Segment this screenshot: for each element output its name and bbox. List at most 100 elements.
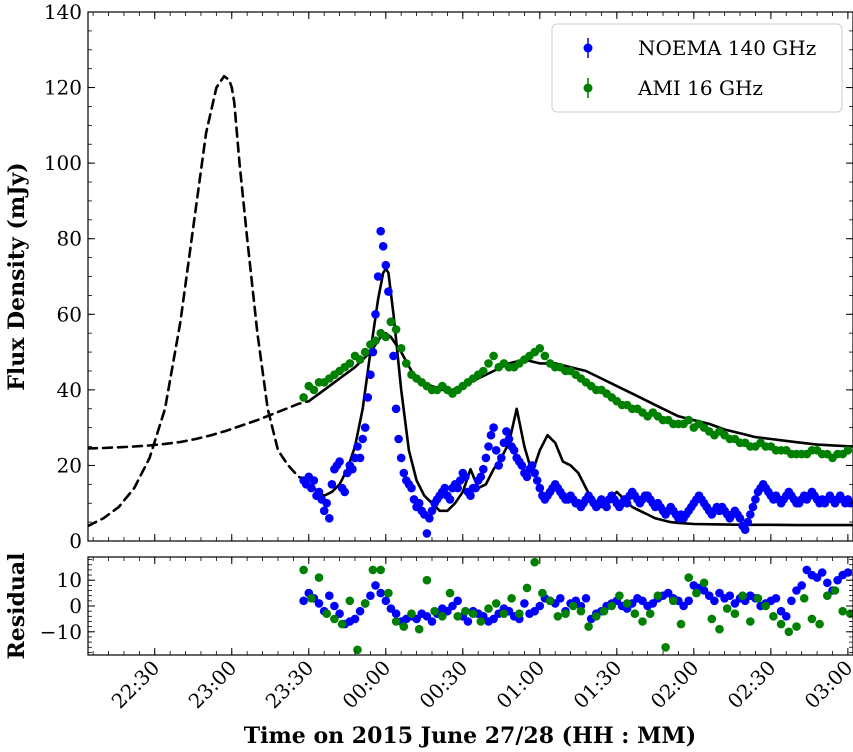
ami-point bbox=[414, 624, 424, 634]
noema-point bbox=[355, 453, 365, 463]
noema-point bbox=[497, 453, 506, 463]
legend-noema-label: NOEMA 140 GHz bbox=[638, 36, 816, 60]
noema-point bbox=[384, 287, 393, 296]
noema-point bbox=[445, 495, 455, 504]
noema-point bbox=[602, 502, 611, 512]
ami-point bbox=[799, 594, 809, 603]
model-curve bbox=[307, 267, 853, 527]
residual-series-layer bbox=[299, 557, 853, 655]
noema-point bbox=[427, 617, 437, 626]
noema-point bbox=[335, 457, 344, 466]
noema-point bbox=[371, 310, 380, 319]
main-series-layer bbox=[88, 74, 853, 538]
ami-point bbox=[630, 609, 640, 618]
ami-point bbox=[692, 588, 701, 598]
residual-y-axis-label: Residual bbox=[4, 552, 30, 659]
noema-point bbox=[494, 461, 504, 470]
noema-point bbox=[360, 423, 370, 432]
noema-point bbox=[535, 601, 545, 611]
ami-point bbox=[684, 415, 693, 425]
y-tick-label: 40 bbox=[57, 378, 82, 402]
main-y-axis: 0 20 40 60 80 100 120 140 bbox=[44, 0, 853, 553]
ami-point bbox=[553, 612, 563, 621]
noema-point bbox=[322, 498, 332, 508]
noema-point bbox=[348, 464, 357, 474]
noema-point bbox=[399, 468, 409, 478]
x-tick-label: 23:30 bbox=[261, 656, 319, 714]
noema-point bbox=[751, 495, 760, 504]
noema-point bbox=[466, 491, 475, 501]
ami-point bbox=[769, 612, 778, 621]
ami-point bbox=[337, 619, 347, 629]
y-tick-label: 20 bbox=[57, 453, 82, 477]
noema-point bbox=[358, 434, 368, 444]
ami-point bbox=[653, 591, 663, 600]
legend: NOEMA 140 GHz AMI 16 GHz bbox=[551, 23, 843, 113]
ami-point bbox=[622, 599, 632, 608]
ami-point bbox=[399, 622, 409, 631]
ami-point bbox=[761, 601, 770, 611]
ami-point bbox=[368, 565, 378, 575]
noema-point bbox=[340, 487, 350, 497]
noema-point bbox=[517, 461, 527, 470]
ami-point bbox=[730, 609, 740, 618]
noema-point bbox=[527, 461, 537, 470]
noema-point bbox=[299, 596, 308, 606]
ami-point bbox=[776, 619, 786, 629]
noema-point bbox=[319, 506, 329, 516]
ami-point bbox=[445, 588, 455, 598]
noema-point bbox=[556, 594, 565, 603]
x-tick-label: 01:30 bbox=[569, 656, 627, 714]
noema-point bbox=[366, 591, 375, 600]
ami-point bbox=[461, 606, 470, 616]
y-tick-label: 60 bbox=[57, 302, 82, 326]
ami-point bbox=[576, 606, 586, 616]
legend-ami-marker bbox=[583, 83, 593, 93]
ami-point bbox=[299, 565, 308, 575]
noema-point bbox=[453, 596, 463, 606]
ami-point bbox=[807, 614, 817, 624]
ami-point bbox=[422, 575, 432, 585]
noema-point bbox=[532, 476, 542, 485]
ami-point bbox=[345, 596, 355, 606]
ami-point bbox=[792, 622, 801, 631]
ami-point bbox=[376, 565, 386, 575]
noema-point bbox=[782, 612, 791, 621]
ami-point bbox=[322, 609, 332, 618]
noema-point bbox=[407, 483, 416, 493]
ami-point bbox=[707, 614, 717, 624]
ami-point bbox=[522, 583, 532, 593]
noema-point bbox=[817, 568, 827, 577]
ami-point bbox=[661, 643, 670, 652]
model-curve-dashed bbox=[88, 399, 311, 450]
x-axis: 22:30 23:00 23:30 00:00 00:30 01:00 01:30 02:00… bbox=[92, 557, 853, 714]
noema-point bbox=[740, 525, 750, 534]
ami-point bbox=[476, 617, 486, 626]
ami-point bbox=[699, 578, 709, 588]
ami-point bbox=[507, 594, 516, 603]
x-tick-label: 01:00 bbox=[492, 656, 550, 714]
ami-point bbox=[299, 393, 308, 402]
ami-point bbox=[784, 627, 794, 637]
ami-point bbox=[538, 588, 547, 598]
data-points bbox=[299, 226, 853, 538]
noema-point bbox=[823, 578, 832, 588]
x-tick-label: 00:00 bbox=[338, 656, 396, 714]
ami-point bbox=[386, 317, 396, 327]
ami-point bbox=[815, 619, 824, 629]
noema-point bbox=[771, 594, 781, 603]
noema-point bbox=[684, 596, 693, 606]
noema-point bbox=[489, 423, 498, 432]
ami-point bbox=[307, 594, 316, 603]
x-axis-label: Time on 2015 June 27/28 (HH : MM) bbox=[244, 723, 696, 749]
x-tick-label: 02:00 bbox=[646, 656, 704, 714]
noema-point bbox=[581, 594, 591, 603]
ami-point bbox=[592, 612, 601, 621]
legend-noema-marker bbox=[583, 43, 593, 53]
ami-point bbox=[345, 359, 355, 368]
ami-point bbox=[615, 591, 624, 600]
ami-point bbox=[438, 612, 447, 621]
noema-point bbox=[325, 514, 334, 523]
ami-point bbox=[381, 332, 391, 342]
noema-point bbox=[366, 370, 375, 380]
